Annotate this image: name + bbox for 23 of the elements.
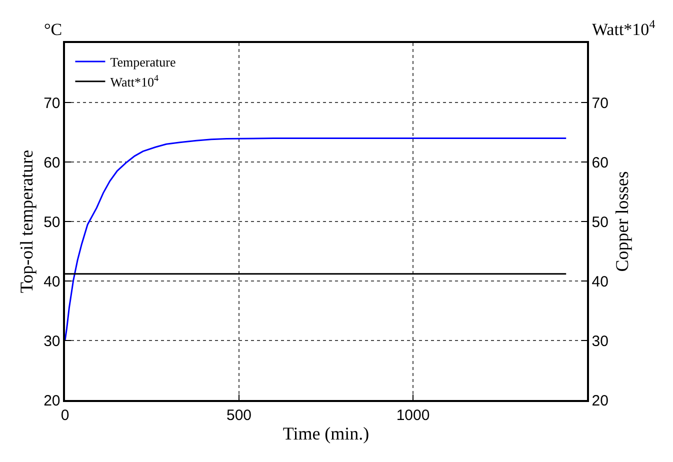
x-tick-label: 1000: [396, 406, 430, 424]
text: °C: [44, 20, 62, 39]
y-tick-label: 30: [44, 332, 60, 350]
y2-tick-label: 30: [592, 332, 608, 350]
x-tick-label: 500: [226, 406, 252, 424]
y-tick-label: 40: [44, 273, 60, 290]
y-axis-title: Top-oil temperature: [16, 150, 36, 294]
text: Watt*10$^{4}$: [592, 17, 656, 40]
legend-label: Temperature: [110, 54, 176, 70]
y2-tick-label: 70: [592, 94, 608, 112]
y-tick-label: 50: [44, 214, 60, 231]
y2-tick-label: 40: [592, 273, 608, 290]
y2-axis-title: Copper losses: [612, 171, 632, 272]
y2-tick-label: 60: [592, 154, 608, 172]
x-tick-label: 0: [60, 406, 70, 424]
y-tick-label: 60: [44, 154, 60, 172]
line-series: [65, 137, 567, 342]
y2-tick-label: 50: [592, 214, 608, 231]
legend-label: Watt*10$^{4}$: [110, 73, 159, 90]
y-tick-label: 70: [44, 94, 60, 112]
y-tick-label: 20: [44, 392, 60, 410]
y2-tick-label: 20: [592, 392, 608, 410]
x-axis-title: Time (min.): [282, 423, 370, 444]
